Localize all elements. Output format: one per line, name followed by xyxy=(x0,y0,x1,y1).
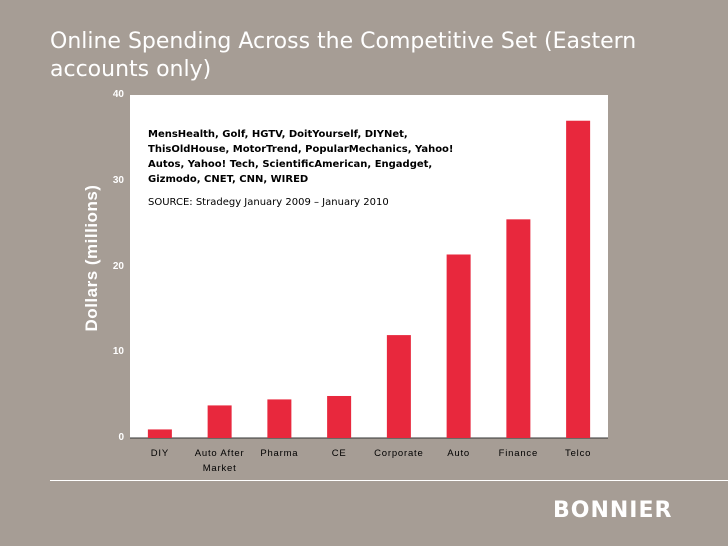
bar-auto xyxy=(446,254,471,438)
bar-auto-after-market xyxy=(207,405,232,438)
bar-finance xyxy=(506,219,531,438)
footer-divider xyxy=(50,480,728,481)
annotation-source: SOURCE: Stradegy January 2009 – January … xyxy=(148,197,389,208)
x-tick-label: CE xyxy=(331,448,347,459)
slide-title: Online Spending Across the Competitive S… xyxy=(50,29,637,82)
x-tick-label: Corporate xyxy=(374,448,424,459)
bar-pharma xyxy=(267,399,292,438)
y-tick-label: 20 xyxy=(112,260,124,272)
y-tick-label: 10 xyxy=(112,346,124,358)
x-tick-label: Auto After Market xyxy=(194,448,245,474)
bar-ce xyxy=(327,395,352,438)
x-tick-label: DIY xyxy=(150,448,169,459)
x-tick-label: Finance xyxy=(498,448,539,459)
bar-telco xyxy=(566,120,591,438)
bar-corporate xyxy=(386,335,411,438)
bar-diy xyxy=(147,429,172,438)
x-tick-label: Telco xyxy=(565,448,592,459)
x-tick-label: Auto xyxy=(447,448,470,459)
chart-annotation: MensHealth, Golf, HGTV, DoitYourself, DI… xyxy=(148,127,478,210)
bonnier-logo: BONNIER xyxy=(553,498,673,523)
annotation-site-list: MensHealth, Golf, HGTV, DoitYourself, DI… xyxy=(148,129,454,185)
y-tick-label: 0 xyxy=(118,432,124,443)
y-tick-label: 30 xyxy=(112,174,124,186)
x-tick-label: Pharma xyxy=(260,448,299,459)
y-tick-label: 40 xyxy=(112,89,124,100)
